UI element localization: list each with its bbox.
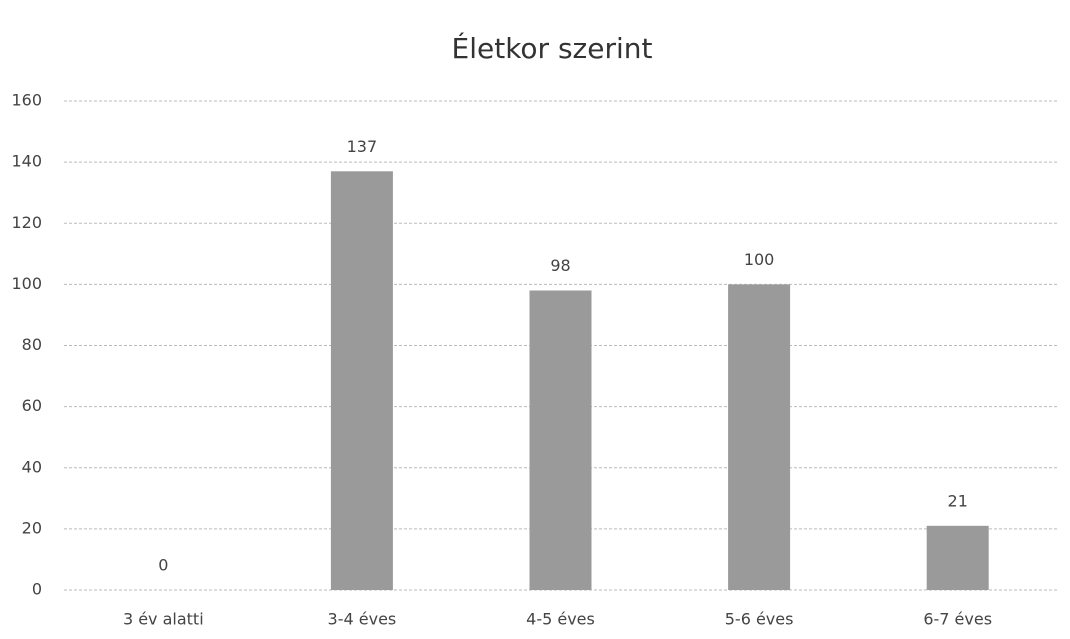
- x-tick-label: 3 év alatti: [123, 610, 204, 629]
- data-label: 0: [158, 556, 168, 575]
- bar: [529, 290, 592, 590]
- y-tick-label: 140: [11, 152, 42, 171]
- data-label: 98: [550, 256, 570, 275]
- chart-title: Életkor szerint: [452, 31, 653, 65]
- bar: [728, 284, 791, 590]
- y-tick-label: 0: [32, 580, 42, 599]
- y-tick-label: 160: [11, 91, 42, 110]
- bar: [330, 171, 393, 590]
- data-label: 100: [744, 250, 775, 269]
- y-tick-label: 40: [22, 457, 42, 476]
- y-tick-label: 100: [11, 274, 42, 293]
- y-tick-label: 20: [22, 518, 42, 537]
- y-tick-label: 60: [22, 396, 42, 415]
- x-tick-label: 5-6 éves: [725, 610, 794, 629]
- y-tick-label: 120: [11, 213, 42, 232]
- y-tick-label: 80: [22, 335, 42, 354]
- data-label: 137: [347, 137, 378, 156]
- bar: [926, 525, 989, 590]
- data-label: 21: [948, 491, 968, 510]
- x-tick-label: 3-4 éves: [328, 610, 397, 629]
- x-tick-label: 6-7 éves: [923, 610, 992, 629]
- x-tick-label: 4-5 éves: [526, 610, 595, 629]
